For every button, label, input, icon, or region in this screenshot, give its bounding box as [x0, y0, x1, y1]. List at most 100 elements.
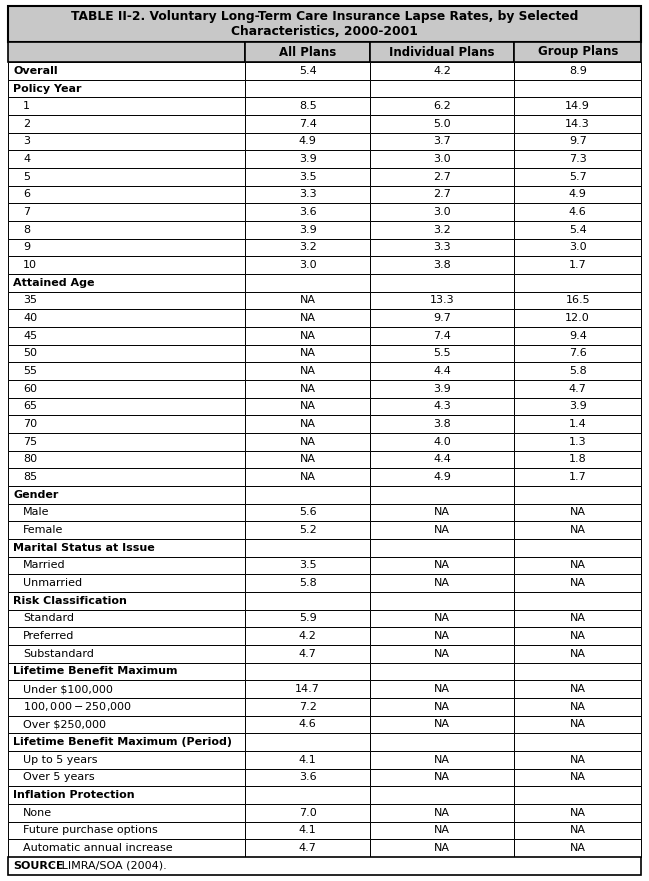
Bar	[245, 804, 370, 822]
Text: Inflation Protection: Inflation Protection	[13, 790, 134, 800]
Bar	[8, 274, 245, 292]
Bar	[370, 186, 515, 204]
Text: NA: NA	[434, 525, 450, 535]
Bar	[515, 557, 641, 574]
Text: 3.5: 3.5	[299, 172, 317, 181]
Bar	[515, 663, 641, 680]
Bar	[8, 610, 245, 627]
Bar	[515, 768, 641, 787]
Bar	[515, 751, 641, 768]
Text: 3: 3	[23, 137, 30, 146]
Bar	[370, 698, 515, 715]
Bar	[245, 274, 370, 292]
Bar	[8, 309, 245, 327]
Bar	[8, 204, 245, 221]
Text: Future purchase options: Future purchase options	[23, 825, 158, 835]
Text: None: None	[23, 808, 52, 818]
Text: 40: 40	[23, 313, 37, 323]
Text: NA: NA	[570, 613, 585, 624]
Bar	[245, 574, 370, 592]
Text: 4.9: 4.9	[299, 137, 317, 146]
Bar	[515, 574, 641, 592]
Text: 8: 8	[23, 225, 30, 235]
Text: 7.4: 7.4	[434, 331, 451, 341]
Text: 14.7: 14.7	[295, 685, 320, 694]
Text: 3.7: 3.7	[434, 137, 451, 146]
Bar	[8, 292, 245, 309]
Bar	[370, 239, 515, 256]
Bar	[515, 115, 641, 133]
Text: Married: Married	[23, 560, 66, 571]
Bar	[8, 62, 245, 79]
Text: NA: NA	[434, 560, 450, 571]
Text: NA: NA	[434, 843, 450, 853]
Text: 1.8: 1.8	[569, 455, 587, 464]
Bar	[370, 42, 515, 62]
Bar	[370, 574, 515, 592]
Text: Gender: Gender	[13, 490, 58, 500]
Bar	[370, 522, 515, 539]
Bar	[8, 663, 245, 680]
Text: Over $250,000: Over $250,000	[23, 720, 106, 729]
Text: 85: 85	[23, 472, 37, 482]
Bar	[515, 522, 641, 539]
Text: 7.6: 7.6	[569, 349, 587, 359]
Bar	[245, 698, 370, 715]
Bar	[245, 380, 370, 397]
Bar	[370, 592, 515, 610]
Text: NA: NA	[570, 720, 585, 729]
Bar	[8, 221, 245, 239]
Text: 7.0: 7.0	[299, 808, 317, 818]
Text: 5.2: 5.2	[299, 525, 317, 535]
Text: Risk Classification: Risk Classification	[13, 596, 127, 606]
Bar	[370, 344, 515, 362]
Text: All Plans: All Plans	[279, 46, 336, 58]
Bar	[370, 486, 515, 504]
Bar	[515, 415, 641, 433]
Bar	[8, 415, 245, 433]
Bar	[370, 292, 515, 309]
Text: NA: NA	[434, 507, 450, 517]
Bar	[245, 663, 370, 680]
Bar	[515, 327, 641, 344]
Bar	[370, 151, 515, 168]
Bar	[370, 751, 515, 768]
Text: NA: NA	[570, 525, 585, 535]
Text: 80: 80	[23, 455, 37, 464]
Bar	[515, 97, 641, 115]
Bar	[515, 344, 641, 362]
Bar	[8, 822, 245, 840]
Text: 60: 60	[23, 384, 37, 394]
Text: 4.0: 4.0	[434, 437, 451, 447]
Text: NA: NA	[434, 702, 450, 712]
Bar	[8, 715, 245, 733]
Text: 1.3: 1.3	[569, 437, 587, 447]
Bar	[370, 557, 515, 574]
Bar	[8, 627, 245, 645]
Bar	[515, 168, 641, 186]
Bar	[515, 822, 641, 840]
Bar	[8, 680, 245, 698]
Text: NA: NA	[434, 825, 450, 835]
Bar	[370, 62, 515, 79]
Bar	[8, 645, 245, 663]
Bar	[8, 504, 245, 522]
Text: NA: NA	[300, 472, 315, 482]
Text: 14.3: 14.3	[565, 119, 590, 129]
Bar	[8, 362, 245, 380]
Text: Marital Status at Issue: Marital Status at Issue	[13, 543, 154, 553]
Text: 1.7: 1.7	[569, 472, 587, 482]
Bar	[8, 857, 641, 875]
Bar	[370, 451, 515, 469]
Bar	[245, 186, 370, 204]
Bar	[245, 221, 370, 239]
Text: NA: NA	[570, 685, 585, 694]
Bar	[8, 397, 245, 415]
Bar	[515, 539, 641, 557]
Bar	[8, 151, 245, 168]
Text: NA: NA	[570, 648, 585, 659]
Text: 1: 1	[23, 101, 30, 111]
Bar	[245, 539, 370, 557]
Text: NA: NA	[570, 825, 585, 835]
Bar	[370, 168, 515, 186]
